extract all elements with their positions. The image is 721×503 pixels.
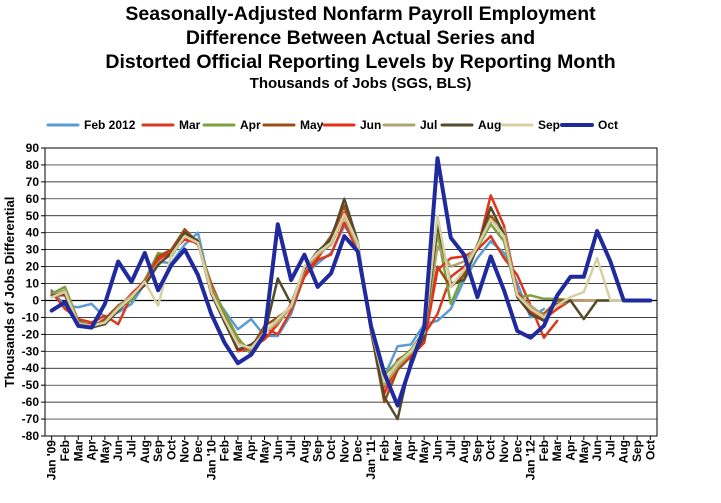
x-tick-label: Jan '10 bbox=[204, 440, 218, 481]
x-tick-label: Sep bbox=[311, 440, 325, 462]
x-tick-label: Dec bbox=[510, 440, 524, 462]
y-tick-label: -10 bbox=[22, 310, 40, 324]
x-tick-label: Nov bbox=[178, 440, 192, 463]
legend-label-1: Mar bbox=[179, 118, 201, 132]
legend-label-3: May bbox=[300, 118, 324, 132]
x-tick-label: Mar bbox=[550, 440, 564, 462]
y-tick-label: 50 bbox=[26, 209, 40, 223]
x-tick-label: Jun bbox=[271, 440, 285, 461]
y-tick-label: 60 bbox=[26, 192, 40, 206]
y-tick-label: 0 bbox=[32, 293, 39, 307]
x-tick-label: Dec bbox=[351, 440, 365, 462]
series-line-7 bbox=[50, 212, 639, 384]
y-tick-label: -50 bbox=[22, 378, 40, 392]
y-tick-label: 10 bbox=[26, 277, 40, 291]
x-tick-label: Sep bbox=[151, 440, 165, 462]
x-tick-label: Apr bbox=[404, 440, 418, 461]
y-axis-label: Thousands of Jobs Differential bbox=[2, 197, 17, 388]
legend-label-8: Oct bbox=[598, 118, 618, 132]
y-tick-label: 80 bbox=[26, 158, 40, 172]
x-tick-label: Apr bbox=[564, 440, 578, 461]
x-tick-label: Mar bbox=[231, 440, 245, 462]
legend-label-6: Aug bbox=[478, 118, 501, 132]
series-line-8 bbox=[49, 156, 653, 408]
x-tick-label: Aug bbox=[617, 440, 631, 463]
x-tick-label: Jan '11 bbox=[364, 440, 378, 480]
x-tick-label: Mar bbox=[71, 440, 85, 462]
y-tick-label: 40 bbox=[26, 226, 40, 240]
x-tick-label: Dec bbox=[191, 440, 205, 462]
plot-area bbox=[44, 147, 658, 437]
legend-label-0: Feb 2012 bbox=[84, 118, 136, 132]
x-tick-label: Aug bbox=[297, 440, 311, 463]
x-tick-label: Jun bbox=[111, 440, 125, 461]
x-tick-label: Feb bbox=[377, 440, 391, 461]
x-tick-label: Jan '12 bbox=[524, 440, 538, 481]
x-tick-label: Aug bbox=[138, 440, 152, 463]
x-tick-label: Feb bbox=[537, 440, 551, 461]
x-tick-label: Feb bbox=[58, 440, 72, 461]
x-tick-label: Nov bbox=[337, 440, 351, 463]
x-tick-label: Nov bbox=[497, 440, 511, 463]
legend-label-7: Sep bbox=[538, 118, 560, 132]
x-tick-label: Sep bbox=[630, 440, 644, 462]
series-line-6 bbox=[50, 197, 625, 421]
x-tick-label: Jun bbox=[430, 440, 444, 461]
x-tick-label: Oct bbox=[324, 440, 338, 460]
legend-label-4: Jun bbox=[360, 118, 381, 132]
x-tick-label: Jan '09 bbox=[45, 440, 59, 481]
x-tick-label: May bbox=[258, 440, 272, 464]
x-tick-label: Feb bbox=[218, 440, 232, 461]
chart-title-line-3: Distorted Official Reporting Levels by R… bbox=[105, 51, 616, 73]
x-tick-label: Apr bbox=[244, 440, 258, 461]
y-tick-label: -70 bbox=[22, 412, 40, 426]
x-tick-label: May bbox=[577, 440, 591, 464]
x-tick-label: Mar bbox=[391, 440, 405, 462]
x-tick-label: Oct bbox=[164, 440, 178, 460]
x-tick-label: Aug bbox=[457, 440, 471, 463]
x-tick-label: Jul bbox=[444, 440, 458, 457]
x-tick-label: Jun bbox=[590, 440, 604, 461]
x-tick-label: Jul bbox=[284, 440, 298, 457]
chart-title-line-1: Seasonally-Adjusted Nonfarm Payroll Empl… bbox=[125, 3, 596, 25]
x-tick-label: May bbox=[98, 440, 112, 464]
y-tick-label: -30 bbox=[22, 344, 40, 358]
y-tick-label: 20 bbox=[26, 260, 40, 274]
y-tick-label: 70 bbox=[26, 175, 40, 189]
y-tick-label: -60 bbox=[22, 395, 40, 409]
y-tick-label: -20 bbox=[22, 327, 40, 341]
x-tick-label: Jul bbox=[124, 440, 138, 457]
chart-title-block: Seasonally-Adjusted Nonfarm Payroll Empl… bbox=[0, 2, 721, 94]
x-tick-label: May bbox=[417, 440, 431, 464]
legend-label-2: Apr bbox=[240, 118, 261, 132]
chart-title-line-2: Difference Between Actual Series and bbox=[185, 27, 536, 49]
x-tick-label: Oct bbox=[643, 440, 657, 460]
x-tick-label: Sep bbox=[470, 440, 484, 462]
y-tick-label: 30 bbox=[26, 243, 40, 257]
x-tick-label: Oct bbox=[484, 440, 498, 460]
y-tick-label: -80 bbox=[22, 429, 40, 443]
x-tick-label: Apr bbox=[85, 440, 99, 461]
x-tick-label: Jul bbox=[603, 440, 617, 457]
y-tick-label: 90 bbox=[26, 141, 40, 155]
chart-subtitle: Thousands of Jobs (SGS, BLS) bbox=[249, 75, 472, 92]
legend-label-5: Jul bbox=[420, 118, 437, 132]
y-tick-label: -40 bbox=[22, 361, 40, 375]
